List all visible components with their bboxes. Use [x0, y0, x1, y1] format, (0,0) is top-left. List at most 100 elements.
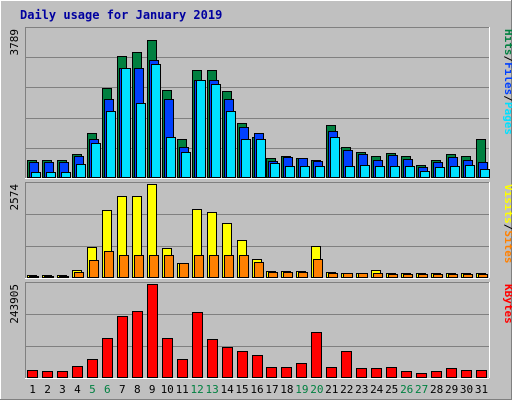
bar-pages-day-19: [300, 166, 310, 178]
bar-kbytes-day-22: [341, 351, 352, 378]
bar-kbytes-day-28: [431, 371, 442, 378]
bar-pages-day-8: [136, 103, 146, 178]
x-tick-label-30: 30: [460, 383, 473, 396]
bar-sites-day-17: [268, 272, 278, 278]
bar-pages-day-30: [465, 165, 475, 178]
x-tick-label-21: 21: [325, 383, 338, 396]
x-tick-label-25: 25: [385, 383, 398, 396]
bar-sites-day-25: [388, 274, 398, 278]
x-tick-label-10: 10: [161, 383, 174, 396]
bar-sites-day-28: [433, 274, 443, 278]
bar-kbytes-day-1: [27, 370, 38, 378]
x-axis-tick-labels: 1 2 3 4 5 6 7 8 9 10 11 12 13 14 15 16 17 18 19 20 21 22 23 24 2…: [29, 383, 488, 396]
bar-kbytes-day-24: [371, 368, 382, 378]
bar-sites-day-5: [89, 260, 99, 278]
y-axis-max-label: 2574: [8, 184, 21, 211]
bar-sites-day-29: [448, 274, 458, 278]
bar-sites-day-12: [194, 255, 204, 278]
bar-kbytes-day-9: [147, 284, 158, 378]
bar-pages-day-22: [345, 166, 355, 178]
bar-sites-day-6: [104, 251, 114, 278]
bar-kbytes-day-16: [252, 355, 263, 378]
bar-sites-day-2: [44, 276, 54, 278]
legend-entry: /: [502, 224, 512, 231]
x-tick-label-17: 17: [265, 383, 278, 396]
bar-pages-day-11: [181, 152, 191, 178]
legend-entry: Pages: [502, 102, 512, 135]
legend-labels: Visits/Sites: [502, 184, 512, 264]
legend-entry: Files: [502, 62, 512, 95]
bar-kbytes-day-23: [356, 368, 367, 378]
x-tick-label-5: 5: [89, 383, 96, 396]
bar-pages-day-3: [61, 172, 71, 178]
bar-kbytes-day-13: [207, 339, 218, 378]
series-sites: [29, 251, 488, 278]
legend-entry: Sites: [502, 230, 512, 263]
x-tick-label-26: 26: [400, 383, 413, 396]
series-pages: [31, 64, 490, 178]
x-tick-label-6: 6: [104, 383, 111, 396]
chart-panels: 3789Hits/Files/Pages2574Visits/Sites2439…: [8, 27, 512, 379]
bar-kbytes-day-2: [42, 371, 53, 378]
legend-labels: Hits/Files/Pages: [502, 29, 512, 135]
bar-sites-day-19: [298, 272, 308, 278]
x-tick-label-22: 22: [340, 383, 353, 396]
chart-panel-3: 243905 KBytes: [8, 282, 512, 379]
x-tick-label-2: 2: [44, 383, 51, 396]
x-tick-label-24: 24: [370, 383, 384, 396]
bar-pages-day-1: [31, 172, 41, 178]
bar-kbytes-day-25: [386, 367, 397, 378]
legend-entry: /: [502, 95, 512, 102]
bar-pages-day-2: [46, 172, 56, 178]
legend-entry: KBytes: [502, 284, 512, 324]
bar-pages-day-7: [121, 68, 131, 178]
bar-pages-day-5: [91, 143, 101, 178]
x-tick-label-16: 16: [250, 383, 263, 396]
bar-pages-day-31: [480, 169, 490, 178]
bar-sites-day-23: [358, 273, 368, 278]
x-tick-label-13: 13: [205, 383, 218, 396]
bar-kbytes-day-30: [461, 370, 472, 378]
x-tick-label-19: 19: [295, 383, 308, 396]
bar-sites-day-30: [463, 274, 473, 278]
bar-sites-day-21: [328, 273, 338, 278]
bar-kbytes-day-31: [476, 370, 487, 378]
bar-kbytes-day-12: [192, 312, 203, 378]
x-tick-label-15: 15: [235, 383, 248, 396]
bar-sites-day-20: [313, 259, 323, 278]
x-tick-label-18: 18: [280, 383, 293, 396]
bar-kbytes-day-21: [326, 367, 337, 378]
bar-kbytes-day-14: [222, 347, 233, 378]
bar-pages-day-23: [360, 165, 370, 178]
bar-pages-day-26: [405, 166, 415, 178]
bar-pages-day-18: [285, 166, 295, 178]
bar-pages-day-29: [450, 166, 460, 178]
x-tick-label-14: 14: [220, 383, 234, 396]
bar-pages-day-21: [330, 137, 340, 178]
bar-kbytes-day-15: [237, 351, 248, 378]
bar-pages-day-16: [256, 139, 266, 178]
bar-kbytes-day-8: [132, 311, 143, 378]
bar-sites-day-24: [373, 273, 383, 278]
chart-title: Daily usage for January 2019: [20, 8, 222, 22]
bar-kbytes-day-3: [57, 371, 68, 378]
x-tick-label-23: 23: [355, 383, 368, 396]
legend-entry: Visits: [502, 184, 512, 224]
bar-sites-day-11: [179, 263, 189, 278]
bar-sites-day-16: [254, 262, 264, 278]
bar-pages-day-14: [226, 111, 236, 178]
bar-pages-day-17: [270, 163, 280, 178]
legend-entry: Hits: [502, 29, 512, 56]
bar-sites-day-26: [403, 274, 413, 278]
bar-sites-day-15: [239, 255, 249, 278]
y-axis-max-label: 243905: [8, 284, 21, 324]
series-kbytes: [27, 284, 487, 378]
bar-kbytes-day-7: [117, 316, 128, 378]
x-tick-label-7: 7: [119, 383, 126, 396]
bar-sites-day-31: [478, 274, 488, 278]
bar-pages-day-25: [390, 166, 400, 178]
bar-kbytes-day-17: [266, 367, 277, 378]
bar-sites-day-4: [74, 272, 84, 278]
bar-pages-day-24: [375, 166, 385, 178]
